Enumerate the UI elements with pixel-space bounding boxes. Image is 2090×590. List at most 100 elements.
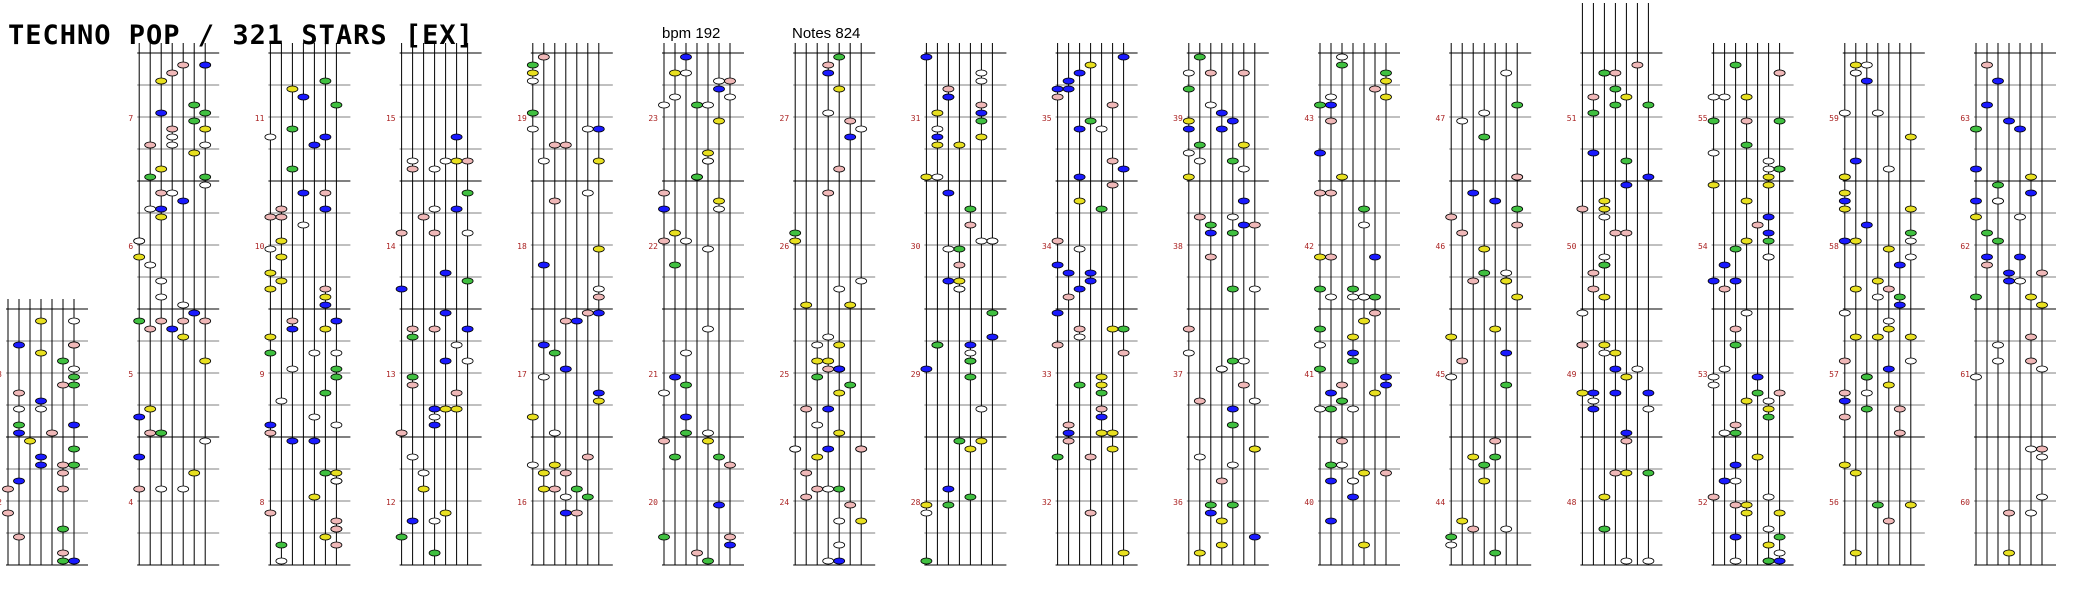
note-yellow	[789, 237, 802, 245]
note-white	[68, 317, 80, 325]
note-red	[844, 501, 857, 509]
note-blue	[1773, 557, 1786, 565]
note-red	[548, 485, 561, 493]
note-white	[2036, 365, 2048, 373]
note-white	[1729, 557, 1742, 565]
note-yellow	[1358, 317, 1370, 325]
note-red	[1062, 437, 1075, 445]
measure-number: 22	[648, 242, 658, 251]
note-blue	[13, 477, 25, 485]
note-yellow	[319, 533, 332, 541]
measure-number: 61	[1960, 370, 1970, 379]
note-white	[406, 157, 419, 165]
note-yellow	[417, 485, 430, 493]
note-blue	[133, 453, 146, 461]
note-red	[1237, 381, 1250, 389]
note-red	[1336, 437, 1348, 445]
note-yellow	[264, 333, 277, 341]
note-green	[188, 117, 201, 125]
note-yellow	[1511, 293, 1524, 301]
note-green	[57, 557, 69, 565]
note-yellow	[1380, 93, 1392, 101]
note-yellow	[2036, 301, 2048, 309]
note-red	[264, 429, 277, 437]
song-title: TECHNO POP / 321 STARS [EX]	[8, 20, 474, 51]
note-green	[669, 453, 681, 461]
note-white	[1500, 525, 1513, 533]
note-blue	[942, 485, 955, 493]
note-white	[199, 141, 212, 149]
measure-number: 14	[386, 242, 396, 251]
note-red	[1380, 469, 1392, 477]
measure-number: 19	[517, 114, 527, 123]
note-blue	[1051, 261, 1064, 269]
note-yellow	[155, 213, 168, 221]
note-blue	[308, 141, 321, 149]
note-green	[986, 309, 999, 317]
note-blue	[964, 341, 977, 349]
measure-number: 56	[1829, 498, 1839, 507]
note-red	[1106, 157, 1119, 165]
note-red	[1620, 229, 1633, 237]
note-white	[702, 157, 714, 165]
note-white	[199, 437, 212, 445]
note-red	[1117, 349, 1130, 357]
measure-number: 43	[1304, 114, 1314, 123]
note-yellow	[275, 253, 288, 261]
note-yellow	[713, 197, 725, 205]
note-yellow	[1762, 541, 1775, 549]
note-white	[789, 445, 802, 453]
note-red	[395, 229, 408, 237]
measure-number: 39	[1173, 114, 1183, 123]
note-green	[691, 173, 703, 181]
note-yellow	[931, 109, 944, 117]
note-red	[68, 341, 80, 349]
note-blue	[439, 309, 452, 317]
note-white	[526, 125, 539, 133]
note-green	[1489, 549, 1502, 557]
note-white	[1631, 365, 1644, 373]
note-red	[1106, 181, 1119, 189]
note-blue	[680, 413, 692, 421]
note-blue	[1314, 149, 1326, 157]
note-blue	[942, 277, 955, 285]
note-blue	[1838, 197, 1851, 205]
note-white	[1707, 381, 1720, 389]
note-blue	[166, 325, 179, 333]
note-white	[1882, 165, 1895, 173]
note-blue	[942, 93, 955, 101]
note-red	[1445, 213, 1458, 221]
note-yellow	[1456, 517, 1469, 525]
note-white	[2036, 493, 2048, 501]
note-green	[1970, 293, 1982, 301]
note-blue	[1882, 365, 1895, 373]
note-red	[1729, 421, 1742, 429]
note-yellow	[1500, 277, 1513, 285]
note-green	[199, 173, 212, 181]
note-green	[975, 117, 988, 125]
note-white	[680, 69, 692, 77]
measure-number: 42	[1304, 242, 1314, 251]
note-yellow	[2003, 549, 2015, 557]
note-red	[57, 485, 69, 493]
measure-number: 2	[0, 498, 2, 507]
note-blue	[724, 541, 736, 549]
note-red	[1084, 453, 1097, 461]
note-white	[275, 397, 288, 405]
measure-number: 63	[1960, 114, 1970, 123]
note-blue	[1860, 77, 1873, 85]
note-green	[1729, 245, 1742, 253]
note-blue	[1380, 381, 1392, 389]
note-green	[275, 541, 288, 549]
note-blue	[155, 109, 168, 117]
note-yellow	[1762, 405, 1775, 413]
note-blue	[1369, 253, 1381, 261]
note-red	[406, 165, 419, 173]
note-red	[658, 237, 670, 245]
note-white	[2025, 509, 2037, 517]
note-red	[144, 429, 157, 437]
note-red	[1893, 429, 1906, 437]
note-blue	[822, 69, 835, 77]
note-yellow	[537, 469, 550, 477]
note-green	[1226, 285, 1239, 293]
